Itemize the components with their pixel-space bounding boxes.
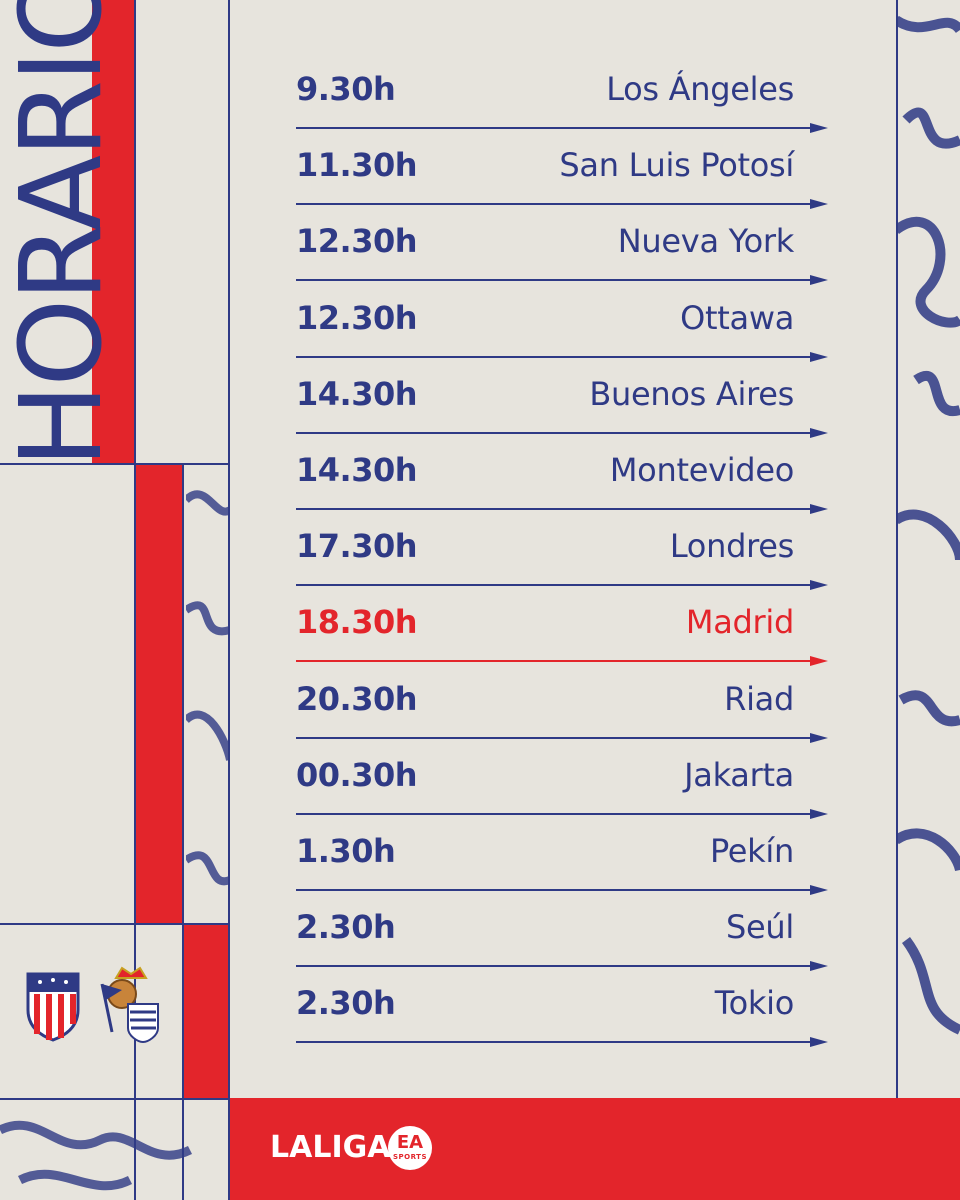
schedule-city: Ottawa	[680, 298, 794, 337]
schedule-time: 18.30h	[296, 603, 418, 642]
schedule-time: 9.30h	[296, 70, 396, 108]
schedule-row: 17.30h Londres	[296, 527, 832, 603]
schedule-row-highlighted: 18.30h Madrid	[296, 603, 832, 679]
page-title: HORARIOS	[0, 0, 127, 468]
schedule-row: 9.30h Los Ángeles	[296, 70, 832, 146]
swirl-decoration-right	[896, 15, 960, 1035]
schedule-time: 14.30h	[296, 450, 418, 489]
schedule-city: Jakarta	[684, 755, 794, 794]
schedule-city: Los Ángeles	[606, 70, 794, 108]
grid-line	[228, 0, 230, 1200]
schedule-row: 2.30h Tokio	[296, 984, 832, 1060]
laliga-logo: LALIGA	[270, 1130, 391, 1165]
arrow-right-icon	[296, 961, 828, 972]
schedule-row: 14.30h Buenos Aires	[296, 375, 832, 451]
red-block-middle	[136, 464, 184, 924]
arrow-right-icon	[296, 1037, 828, 1048]
swirl-decoration-bottom-left	[0, 1120, 193, 1191]
schedule-row: 12.30h Nueva York	[296, 222, 832, 298]
ea-sports-badge-icon: EA SPORTS	[388, 1126, 432, 1170]
schedule-time: 11.30h	[296, 146, 418, 185]
arrow-right-icon	[296, 656, 828, 667]
arrow-right-icon	[296, 427, 828, 438]
arrow-right-icon	[296, 503, 828, 514]
ea-badge-top: EA	[396, 1132, 424, 1153]
schedule-city: Pekín	[709, 831, 794, 870]
schedule-city: Seúl	[726, 908, 794, 947]
arrow-right-icon	[296, 732, 828, 743]
schedule-row: 2.30h Seúl	[296, 908, 832, 984]
arrow-right-icon	[296, 123, 828, 133]
schedule-city: San Luis Potosí	[559, 146, 794, 185]
schedule-time: 1.30h	[296, 831, 396, 870]
red-block-lower	[184, 924, 230, 1100]
schedule-row: 14.30h Montevideo	[296, 451, 832, 527]
arrow-right-icon	[296, 580, 828, 591]
schedule-row: 12.30h Ottawa	[296, 299, 832, 375]
schedule-city: Madrid	[685, 603, 794, 642]
schedule-list: 9.30h Los Ángeles 11.30h San Luis Potosí 12.…	[296, 70, 832, 1060]
grid-line	[182, 464, 184, 1200]
schedule-time: 20.30h	[296, 679, 418, 718]
schedule-time: 2.30h	[296, 984, 396, 1023]
schedule-city: Riad	[724, 679, 794, 718]
schedule-time: 2.30h	[296, 908, 396, 947]
arrow-right-icon	[296, 275, 828, 286]
schedule-row: 1.30h Pekín	[296, 832, 832, 908]
atletico-madrid-crest-icon	[26, 972, 80, 1042]
arrow-right-icon	[296, 199, 828, 210]
schedule-time: 12.30h	[296, 222, 418, 261]
real-sociedad-crest-icon	[100, 966, 159, 1044]
schedule-city: Montevideo	[609, 450, 794, 489]
arrow-right-icon	[296, 808, 828, 819]
red-block-title	[92, 0, 136, 464]
grid-line	[0, 1098, 230, 1100]
schedule-time: 12.30h	[296, 298, 418, 337]
schedule-time: 17.30h	[296, 527, 418, 566]
schedule-row: 11.30h San Luis Potosí	[296, 146, 832, 222]
schedule-row: 20.30h Riad	[296, 680, 832, 756]
schedule-city: Londres	[669, 527, 794, 566]
schedule-city: Nueva York	[617, 222, 795, 261]
footer-bar: LALIGA EA SPORTS	[230, 1098, 960, 1200]
arrow-right-icon	[296, 884, 828, 895]
schedule-city: Buenos Aires	[589, 374, 794, 413]
grid-line	[896, 0, 898, 1098]
arrow-right-icon	[296, 351, 828, 362]
schedule-row: 00.30h Jakarta	[296, 756, 832, 832]
grid-line	[134, 0, 136, 1200]
schedule-time: 14.30h	[296, 374, 418, 413]
grid-line	[0, 463, 230, 465]
schedule-time: 00.30h	[296, 755, 418, 794]
ea-badge-bottom: SPORTS	[392, 1153, 427, 1161]
schedule-city: Tokio	[714, 984, 795, 1023]
grid-line	[0, 923, 230, 925]
